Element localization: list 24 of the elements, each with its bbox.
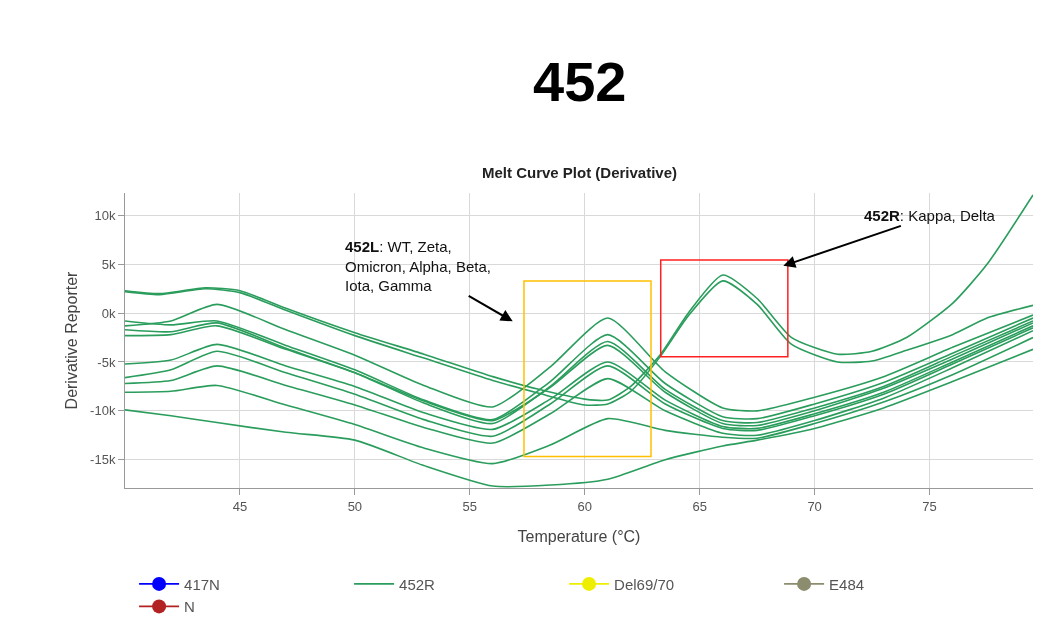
x-tick-label: 70 [807,498,822,514]
y-tick-label: -15k [90,452,116,468]
annotation: 452R: Kappa, Delta [864,207,996,224]
x-tick-label: 60 [577,498,592,514]
legend-label: Del69/70 [614,575,675,593]
x-tick-label: 45 [232,498,248,514]
chart-subtitle: Melt Curve Plot (Derivative) [482,164,678,181]
y-tick-label: 5k [101,256,116,272]
y-axis-title: Derivative Reporter [63,270,80,410]
y-tick-label: -5k [97,354,116,370]
y-tick-label: 0k [101,305,116,321]
y-tick-label: -10k [90,403,116,419]
annotation: 452L: WT, Zeta, Omicron, Alpha, Beta, Iota, Gamma [345,238,491,294]
x-tick-label: 75 [922,498,937,514]
legend-label: 417N [184,575,220,593]
x-tick-label: 65 [692,498,707,514]
chart-title: 452 [533,50,627,113]
x-axis-title: Temperature (°C) [517,528,641,546]
legend-label: N [184,598,195,616]
legend-label: E484 [829,575,865,593]
legend-label: 452R [399,575,436,593]
x-tick-label: 55 [462,498,478,514]
y-tick-label: 10k [94,208,116,224]
x-tick-label: 50 [347,498,363,514]
